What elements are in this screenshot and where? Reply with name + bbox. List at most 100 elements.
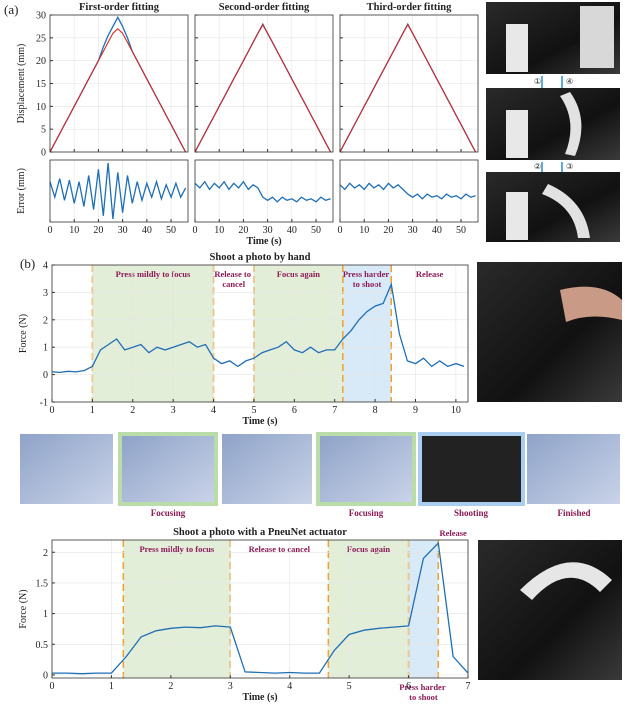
phase-label: Release [416,269,444,279]
x-tick-label: 20 [93,225,103,236]
x-tick-label: 3 [171,405,176,416]
chart: Third-order fitting [339,2,479,153]
step-label: ① [534,77,541,86]
phase-label: Press harder to shoot [343,269,391,289]
chart-title: First-order fitting [79,2,160,13]
screen-caption: Focusing [349,508,384,518]
plot-frame [339,159,479,223]
phase-label: Release [439,528,467,538]
screen-strip: Focusing Focusing Shooting Finished [20,432,620,518]
y-tick-label: 1 [43,609,48,620]
panel-label: (b) [20,256,35,271]
x-tick-label: 40 [142,225,152,236]
x-tick-label: 6 [292,405,297,416]
x-axis-label: Time (s) [242,416,277,427]
y-axis-label: Force (N) [18,589,29,628]
x-tick-label: 0 [48,225,53,236]
x-tick-label: 10 [451,405,461,416]
phase-region [253,265,343,402]
y-axis-label: Displacement (mm) [16,44,27,124]
x-tick-label: 0 [338,225,343,236]
phase-label: Press mildly to focus [116,269,191,279]
y-tick-label: 0 [43,670,48,681]
x-tick-label: 1 [109,681,114,692]
chart-title: Second-order fitting [219,2,310,13]
chart: Press mildly to focus Release to cancel Fo… [18,527,471,703]
screen [122,436,214,502]
actuator [560,92,582,156]
x-tick-label: 50 [311,225,321,236]
chart: Press mildly to focus Release to cancel Fo… [18,252,469,427]
plot-frame [339,14,479,153]
x-tick-label: 10 [69,225,79,236]
phase-label: Press mildly to focus [139,544,214,554]
data-line [339,182,476,200]
data-line [49,27,187,153]
y-tick-label: 2 [43,548,48,559]
y-tick-label: 15 [36,79,46,90]
screen-caption: Finished [557,508,590,518]
screen-caption: Focusing [151,508,186,518]
data-line [194,23,332,153]
photo [477,262,622,402]
panel-label: (a) [4,2,18,17]
y-tick-label: 0.5 [36,640,49,651]
y-axis-label: Error (mm) [16,168,27,214]
y-tick-label: 4 [43,261,48,272]
x-tick-label: 0 [50,405,55,416]
photo-column: ① ④ ② ③ [486,2,620,242]
x-tick-label: 1 [90,405,95,416]
x-tick-label: 9 [413,405,418,416]
screen [320,436,412,502]
x-tick-label: 7 [466,681,471,692]
phase-region [342,265,392,402]
screen [222,434,312,504]
x-tick-label: 6 [406,681,411,692]
y-tick-label: -1 [40,398,48,409]
phase-label: Release to cancel [214,269,253,289]
plot-frame [49,159,189,223]
plot-frame [194,159,334,223]
stand [506,24,528,72]
x-tick-label: 2 [168,681,173,692]
screen [20,434,113,504]
chart-title: Third-order fitting [367,2,452,13]
plot-area [195,160,333,222]
finger [560,286,622,322]
x-tick-label: 2 [130,405,135,416]
step-label: ② [534,162,541,171]
plot-frame [194,14,334,153]
chart: 0 5 10 15 20 25 30 First-order fitting Displacem… [16,2,189,159]
photo [478,540,622,680]
x-tick-label: 7 [332,405,337,416]
data-line [49,163,187,219]
y-tick-label: 30 [36,11,46,22]
x-tick-label: 20 [238,225,248,236]
data-line [194,180,331,203]
y-tick-label: 1.5 [36,578,49,589]
x-tick-label: 4 [211,405,216,416]
x-tick-label: 50 [456,225,466,236]
x-tick-label: 3 [228,681,233,692]
x-tick-label: 5 [251,405,256,416]
phase-label: Focus again [347,544,390,554]
y-tick-label: 2 [43,315,48,326]
chart: Second-order fitting [194,2,334,153]
y-tick-label: 20 [36,56,46,67]
plot-area [340,160,478,222]
screen [422,436,521,502]
x-tick-label: 0 [193,225,198,236]
data-line [339,23,477,153]
plot-frame [51,264,469,403]
x-axis-label: Time (s) [242,692,277,703]
x-tick-label: 40 [287,225,297,236]
plot-frame [51,539,469,679]
step-label: ③ [566,162,573,171]
data-line [52,541,469,675]
phase-label: Press harder to shoot [399,682,447,702]
y-tick-label: 10 [36,102,46,113]
chart: 0 10 20 30 40 50 Error (mm) [16,159,189,236]
chart: 0 10 20 30 40 50 Time (s) [193,159,334,247]
y-axis-label: Force (N) [18,314,29,353]
x-tick-label: 40 [432,225,442,236]
